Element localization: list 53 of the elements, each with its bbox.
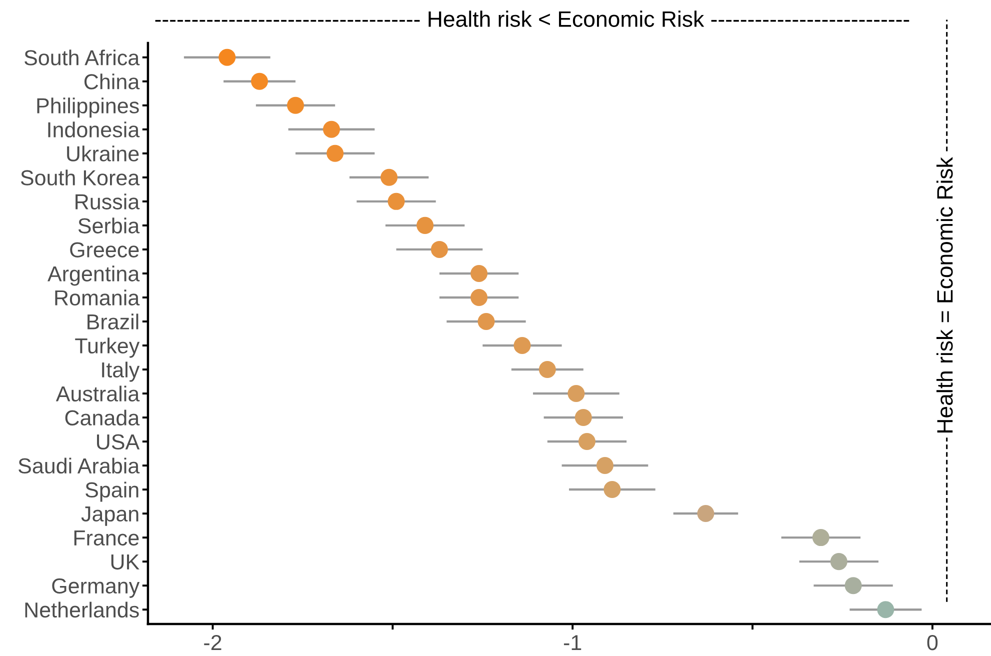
point bbox=[574, 409, 592, 426]
y-tick-label: France bbox=[74, 530, 139, 546]
y-tick-label: Indonesia bbox=[48, 122, 140, 138]
point bbox=[830, 553, 848, 570]
y-tick-label: UK bbox=[111, 554, 140, 570]
y-tick-label: Brazil bbox=[88, 314, 138, 330]
y-tick-label: Saudi Arabia bbox=[18, 458, 140, 474]
x-tick-label: 0 bbox=[927, 634, 938, 650]
y-tick-label: Japan bbox=[81, 506, 138, 526]
ref-line-label: Health risk = Economic Risk bbox=[936, 157, 953, 433]
point bbox=[604, 481, 621, 498]
point bbox=[322, 120, 340, 138]
y-tick-label: South Korea bbox=[20, 170, 140, 186]
y-tick-label: Greece bbox=[70, 242, 139, 258]
x-tick-label: -1 bbox=[564, 635, 582, 650]
point bbox=[251, 72, 268, 90]
point bbox=[478, 312, 495, 330]
y-tick-label: Turkey bbox=[75, 338, 140, 358]
point bbox=[430, 240, 448, 258]
y-tick-label: Australia bbox=[56, 386, 140, 402]
point bbox=[812, 529, 830, 546]
point bbox=[470, 264, 488, 282]
y-tick-label: China bbox=[84, 74, 140, 90]
point bbox=[568, 384, 585, 402]
point bbox=[388, 192, 405, 210]
point bbox=[877, 601, 894, 618]
y-tick-label: South Africa bbox=[24, 50, 140, 66]
point bbox=[596, 457, 614, 474]
text: ------------------------------------ Health risk < Economic Risk --------------------------- bbox=[155, 10, 910, 27]
point bbox=[470, 288, 488, 306]
y-tick-label: Netherlands bbox=[25, 602, 139, 618]
x-tick-label: -2 bbox=[204, 634, 222, 650]
point bbox=[218, 48, 236, 66]
y-tick-label: Italy bbox=[102, 362, 140, 382]
point bbox=[514, 336, 531, 354]
point bbox=[844, 577, 862, 594]
y-tick-label: Russia bbox=[76, 194, 140, 210]
y-tick-label: Spain bbox=[86, 482, 138, 502]
point bbox=[538, 360, 556, 378]
point bbox=[380, 168, 398, 186]
point bbox=[578, 433, 596, 450]
y-tick-label: Philippines bbox=[37, 98, 139, 118]
y-tick-label: Ukraine bbox=[67, 146, 139, 162]
y-tick-label: Germany bbox=[52, 578, 140, 598]
y-tick-label: Serbia bbox=[78, 218, 140, 234]
y-tick-label: Canada bbox=[65, 410, 140, 426]
point bbox=[326, 144, 344, 162]
point bbox=[286, 96, 304, 114]
y-tick-label: Argentina bbox=[48, 266, 140, 286]
y-tick-label: USA bbox=[97, 434, 140, 450]
point bbox=[416, 216, 434, 234]
point bbox=[697, 505, 714, 522]
y-tick-label: Romania bbox=[55, 290, 140, 306]
